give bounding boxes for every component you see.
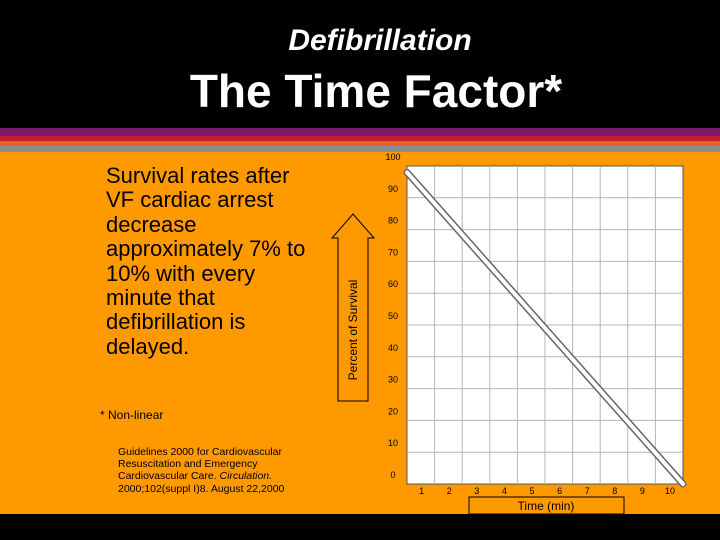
citation-journal: Circulation. [219,470,273,483]
y-axis-title: Percent of Survival [346,280,360,381]
x-tick-label: 8 [612,486,617,496]
y-tick-label: 0 [390,470,395,480]
x-tick-label: 10 [665,486,675,496]
x-tick-label: 3 [474,486,479,496]
y-tick-label: 80 [388,216,398,226]
y-tick-label: 30 [388,375,398,385]
bottom-bar [0,514,720,540]
y-tick-label: 50 [388,311,398,321]
y-tick-label: 60 [388,279,398,289]
footnote: * Non-linear [100,408,164,422]
x-tick-label: 4 [502,486,507,496]
slide-subtitle: Defibrillation [288,24,472,57]
body-text: Survival rates after VF cardiac arrest d… [106,163,306,359]
x-tick-label: 5 [529,486,534,496]
stripe-orange [0,141,720,146]
x-tick-label: 2 [447,486,452,496]
y-tick-label: 90 [388,184,398,194]
x-tick-label: 9 [640,486,645,496]
y-axis-arrow [330,213,376,402]
x-axis-label-box [468,496,625,515]
slide-title: The Time Factor* [189,65,563,117]
y-tick-label: 40 [388,343,398,353]
stripe-red [0,136,720,141]
slide-header [0,0,720,128]
survival-line [405,170,685,486]
y-tick-label: 20 [388,406,398,416]
y-tick-label: 70 [388,247,398,257]
x-tick-label: 1 [419,486,424,496]
citation: Guidelines 2000 for Cardiovascular Resus… [118,446,328,495]
x-tick-label: 6 [557,486,562,496]
x-axis-title: Time (min) [518,499,575,513]
y-tick-label: 10 [388,438,398,448]
stripe-gray [0,146,720,152]
citation-text: Guidelines 2000 for Cardiovascular Resus… [118,446,283,483]
y-tick-label: 100 [385,152,400,162]
citation-ref: 2000;102(suppl I)8. August 22,2000 [118,482,285,495]
stripe-purple [0,128,720,136]
x-tick-label: 7 [585,486,590,496]
